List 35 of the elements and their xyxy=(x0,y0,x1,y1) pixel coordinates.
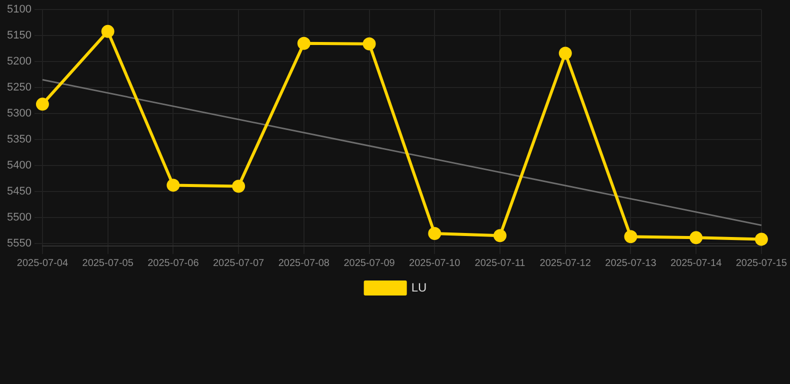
point xyxy=(166,178,180,192)
point xyxy=(428,227,442,240)
x-tick-label: 2025-07-15 xyxy=(736,258,788,269)
y-tick-label: 5150 xyxy=(6,30,32,42)
y-tick-label: 5550 xyxy=(6,237,32,250)
point xyxy=(362,37,376,50)
x-tick-label: 2025-07-10 xyxy=(409,258,461,269)
point xyxy=(754,232,768,246)
x-tick-label: 2025-07-11 xyxy=(474,258,526,269)
y-tick-label: 5350 xyxy=(6,134,32,146)
legend-label: LU xyxy=(411,280,427,294)
point xyxy=(297,36,310,50)
x-tick-label: 2025-07-12 xyxy=(540,258,592,269)
point xyxy=(690,231,703,244)
x-tick-label: 2025-07-04 xyxy=(16,258,68,269)
y-tick-label: 5300 xyxy=(6,108,32,120)
x-tick-label: 2025-07-14 xyxy=(670,258,722,269)
x-tick-label: 2025-07-13 xyxy=(605,258,657,269)
x-tick-label: 2025-07-05 xyxy=(82,258,134,269)
point xyxy=(624,230,638,244)
point xyxy=(232,180,246,193)
x-tick-label: 2025-07-06 xyxy=(148,258,200,269)
y-tick-label: 5500 xyxy=(6,211,32,224)
point xyxy=(36,98,49,111)
y-tick-label: 5200 xyxy=(6,56,32,68)
y-tick-label: 5250 xyxy=(6,82,32,94)
point xyxy=(558,46,572,60)
point xyxy=(493,229,506,242)
y-tick-label: 5400 xyxy=(6,160,32,172)
y-tick-label: 5450 xyxy=(6,185,32,198)
point xyxy=(101,24,114,38)
x-tick-label: 2025-07-07 xyxy=(212,258,265,269)
x-tick-label: 2025-07-08 xyxy=(278,258,330,269)
y-tick-label: 5100 xyxy=(6,4,32,16)
x-tick-label: 2025-07-09 xyxy=(344,258,396,269)
